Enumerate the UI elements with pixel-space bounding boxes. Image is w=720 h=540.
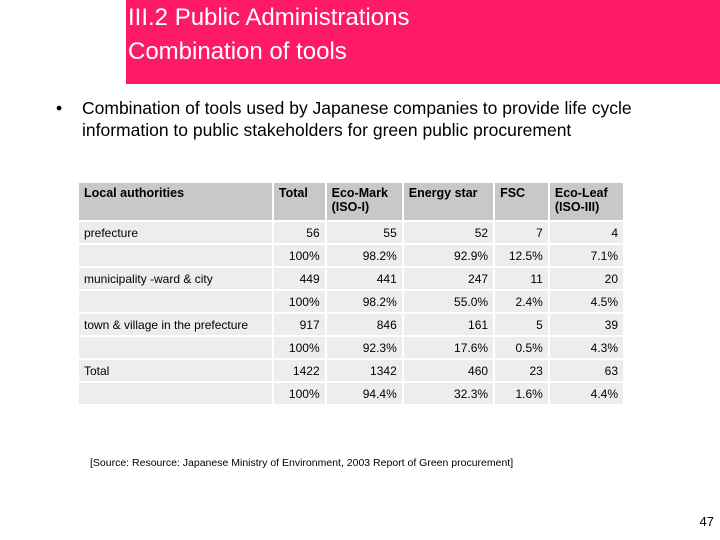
table-cell: 55.0%: [403, 291, 494, 312]
table-cell: 94.4%: [326, 383, 402, 404]
table-row: 100% 94.4% 32.3% 1.6% 4.4%: [79, 383, 623, 404]
table-cell: 100%: [273, 245, 325, 266]
green-procurement-table: Local authorities Total Eco-Mark (ISO-I)…: [77, 181, 625, 406]
table-cell: 39: [549, 314, 623, 335]
table-row: 100% 98.2% 92.9% 12.5% 7.1%: [79, 245, 623, 266]
table-row: 100% 98.2% 55.0% 2.4% 4.5%: [79, 291, 623, 312]
table-cell: 1.6%: [495, 383, 548, 404]
table-cell: 4.3%: [549, 337, 623, 358]
table-cell: 0.5%: [495, 337, 548, 358]
table-cell: 441: [326, 268, 402, 289]
row-label: town & village in the prefecture: [79, 314, 272, 335]
title-bar: III.2 Public Administrations Combination…: [126, 0, 720, 84]
table-cell: 449: [273, 268, 325, 289]
row-label: [79, 383, 272, 404]
row-label: [79, 291, 272, 312]
table-row: Total 1422 1342 460 23 63: [79, 360, 623, 381]
table-cell: 12.5%: [495, 245, 548, 266]
bullet-symbol: •: [56, 98, 63, 118]
header-energy-star: Energy star: [403, 183, 494, 220]
header-total: Total: [273, 183, 325, 220]
row-label: Total: [79, 360, 272, 381]
table-cell: 2.4%: [495, 291, 548, 312]
header-local-authorities: Local authorities: [79, 183, 272, 220]
table-cell: 100%: [273, 383, 325, 404]
table-body: prefecture 56 55 52 7 4 100% 98.2% 92.9% 12.5% 7.1…: [79, 222, 623, 404]
table-row: 100% 92.3% 17.6% 0.5% 4.3%: [79, 337, 623, 358]
source-note: [Source: Resource: Japanese Ministry of …: [90, 457, 514, 469]
table-cell: 92.3%: [326, 337, 402, 358]
slide-title-line-2: Combination of tools: [128, 38, 347, 65]
table-cell: 11: [495, 268, 548, 289]
table-cell: 23: [495, 360, 548, 381]
slide-title-line-1: III.2 Public Administrations: [128, 4, 410, 31]
table-header-row: Local authorities Total Eco-Mark (ISO-I)…: [79, 183, 623, 220]
table-cell: 56: [273, 222, 325, 243]
table-cell: 161: [403, 314, 494, 335]
table-cell: 5: [495, 314, 548, 335]
row-label: prefecture: [79, 222, 272, 243]
table-cell: 100%: [273, 337, 325, 358]
table-cell: 92.9%: [403, 245, 494, 266]
row-label: [79, 337, 272, 358]
table-cell: 4: [549, 222, 623, 243]
table-cell: 1342: [326, 360, 402, 381]
table-cell: 7: [495, 222, 548, 243]
table-cell: 55: [326, 222, 402, 243]
table-cell: 917: [273, 314, 325, 335]
table-cell: 4.4%: [549, 383, 623, 404]
header-eco-mark: Eco-Mark (ISO-I): [326, 183, 402, 220]
table-cell: 4.5%: [549, 291, 623, 312]
table-cell: 7.1%: [549, 245, 623, 266]
page-number: 47: [699, 514, 714, 529]
table-cell: 98.2%: [326, 291, 402, 312]
table-cell: 17.6%: [403, 337, 494, 358]
header-eco-leaf: Eco-Leaf (ISO-III): [549, 183, 623, 220]
table-cell: 63: [549, 360, 623, 381]
table-cell: 98.2%: [326, 245, 402, 266]
table-cell: 20: [549, 268, 623, 289]
table-cell: 32.3%: [403, 383, 494, 404]
table-row: municipality -ward & city 449 441 247 11 20: [79, 268, 623, 289]
table-cell: 460: [403, 360, 494, 381]
table-cell: 1422: [273, 360, 325, 381]
table-cell: 100%: [273, 291, 325, 312]
table-row: prefecture 56 55 52 7 4: [79, 222, 623, 243]
table-cell: 247: [403, 268, 494, 289]
header-fsc: FSC: [495, 183, 548, 220]
row-label: [79, 245, 272, 266]
row-label: municipality -ward & city: [79, 268, 272, 289]
table-cell: 52: [403, 222, 494, 243]
table-row: town & village in the prefecture 917 846 16…: [79, 314, 623, 335]
bullet-text: Combination of tools used by Japanese co…: [82, 98, 632, 140]
table-cell: 846: [326, 314, 402, 335]
